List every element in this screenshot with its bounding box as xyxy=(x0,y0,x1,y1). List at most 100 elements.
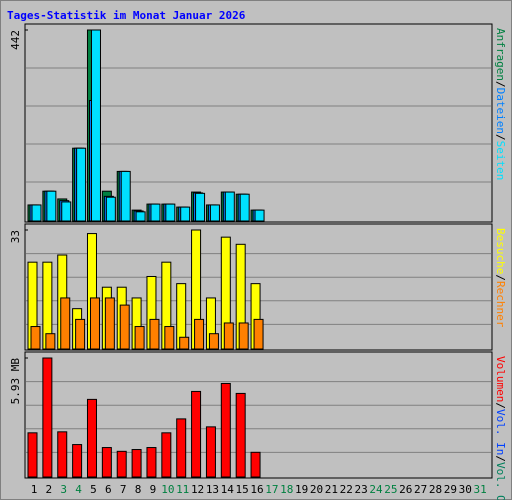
bar xyxy=(209,204,220,222)
y-tick-label: 442 xyxy=(9,30,22,50)
legend-item: Besuche xyxy=(494,228,507,274)
bar xyxy=(105,196,116,222)
bar xyxy=(131,449,142,478)
y-tick-label: 5.93 MB xyxy=(9,358,22,405)
x-tick-label: 2 xyxy=(46,483,53,496)
bar xyxy=(194,318,205,350)
bar xyxy=(101,447,112,478)
x-tick-label: 12 xyxy=(191,483,204,496)
bar xyxy=(119,304,130,350)
x-tick-label: 20 xyxy=(310,483,323,496)
bar xyxy=(90,29,101,222)
x-tick-label: 30 xyxy=(459,483,472,496)
x-tick-label: 19 xyxy=(295,483,308,496)
bar xyxy=(253,318,264,350)
x-tick-label: 13 xyxy=(206,483,219,496)
legend-separator: / xyxy=(494,455,507,462)
legend-item: Anfragen xyxy=(494,28,507,81)
x-tick-label: 29 xyxy=(444,483,457,496)
bar xyxy=(134,326,145,350)
bar xyxy=(150,203,161,222)
legend-item: Volumen xyxy=(494,356,507,402)
bar xyxy=(42,357,53,478)
x-tick-label: 23 xyxy=(355,483,368,496)
bar xyxy=(191,390,202,478)
legend: Besuche/Rechner xyxy=(494,228,507,328)
x-tick-label: 9 xyxy=(150,483,157,496)
x-tick-label: 26 xyxy=(399,483,412,496)
bar xyxy=(195,192,206,222)
bar xyxy=(61,201,72,222)
x-tick-label: 15 xyxy=(236,483,249,496)
bar xyxy=(239,193,250,222)
bar xyxy=(60,297,71,350)
x-tick-label: 11 xyxy=(176,483,189,496)
x-tick-label: 28 xyxy=(429,483,442,496)
x-tick-label: 7 xyxy=(120,483,127,496)
bar xyxy=(223,322,234,350)
bar xyxy=(46,190,57,222)
bar xyxy=(89,297,100,350)
x-tick-label: 27 xyxy=(414,483,427,496)
x-tick-label: 5 xyxy=(90,483,97,496)
x-tick-label: 31 xyxy=(473,483,486,496)
bar xyxy=(238,322,249,350)
bar xyxy=(220,382,231,478)
chart-title: Tages-Statistik im Monat Januar 2026 xyxy=(7,9,246,22)
panel xyxy=(24,23,493,223)
x-tick-label: 17 xyxy=(265,483,278,496)
legend-separator: / xyxy=(494,81,507,88)
x-tick-label: 4 xyxy=(75,483,82,496)
x-tick-label: 6 xyxy=(105,483,112,496)
bar xyxy=(45,333,56,350)
bar xyxy=(72,444,83,478)
x-tick-label: 21 xyxy=(325,483,338,496)
legend: Volumen/Vol. In/Vol. Out xyxy=(494,356,507,500)
x-tick-label: 22 xyxy=(340,483,353,496)
x-tick-label: 14 xyxy=(221,483,235,496)
bar xyxy=(31,204,42,222)
bar xyxy=(75,318,86,350)
bar xyxy=(254,209,265,222)
bar xyxy=(176,418,187,478)
bar xyxy=(180,206,191,222)
legend: Anfragen/Dateien/Seiten xyxy=(494,28,507,180)
bar xyxy=(30,326,41,350)
bar xyxy=(250,451,261,478)
bar xyxy=(208,333,219,350)
legend-separator: / xyxy=(494,402,507,409)
bar xyxy=(149,318,160,350)
legend-item: Seiten xyxy=(494,141,507,181)
bar xyxy=(27,432,38,478)
bar xyxy=(57,431,68,478)
bar xyxy=(165,203,176,222)
bar xyxy=(76,147,87,222)
x-tick-label: 18 xyxy=(280,483,293,496)
legend-separator: / xyxy=(494,274,507,281)
bar xyxy=(86,398,97,478)
bar xyxy=(104,297,115,350)
legend-item: Dateien xyxy=(494,88,507,134)
legend-item: Vol. In xyxy=(494,409,507,455)
y-tick-label: 33 xyxy=(9,230,22,243)
x-tick-label: 16 xyxy=(250,483,263,496)
bar xyxy=(135,211,146,222)
bar xyxy=(205,426,216,478)
bar xyxy=(146,447,157,478)
bar xyxy=(179,336,190,350)
bar xyxy=(224,191,235,222)
legend-item: Rechner xyxy=(494,281,507,328)
x-tick-label: 10 xyxy=(161,483,174,496)
x-tick-label: 24 xyxy=(369,483,383,496)
x-tick-label: 1 xyxy=(31,483,38,496)
bar xyxy=(161,432,172,478)
x-tick-label: 8 xyxy=(135,483,142,496)
legend-separator: / xyxy=(494,134,507,141)
bar xyxy=(235,392,246,478)
bar xyxy=(116,450,127,478)
bar xyxy=(164,326,175,350)
legend-item: Vol. Out xyxy=(494,462,507,500)
x-tick-label: 3 xyxy=(60,483,67,496)
x-tick-label: 25 xyxy=(384,483,397,496)
